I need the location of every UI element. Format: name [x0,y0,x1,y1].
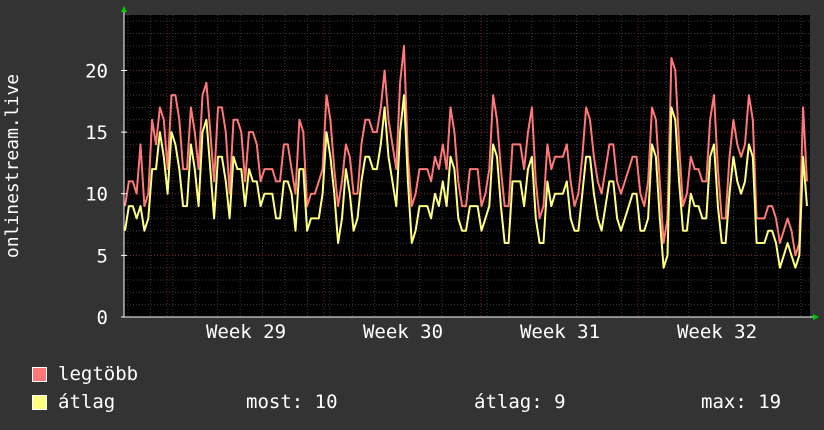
stat-max: max: 19 [701,391,782,413]
axes [121,6,819,320]
tick-labels: 0 5 10 15 20 Week 29 Week 30 Week 31 Week 32 [85,60,757,343]
series-layer [124,44,808,269]
x-tick-label: Week 31 [520,321,600,343]
x-axis-arrow [813,314,819,320]
x-tick-label: Week 30 [363,321,443,343]
y-axis-arrow [121,6,127,12]
grid [124,15,810,317]
legend-swatch-atlag [32,395,47,410]
y-tick-label: 10 [85,184,108,206]
stat-now: most: 10 [246,391,338,413]
x-tick-label: Week 29 [206,321,286,343]
y-tick-label: 5 [97,245,108,267]
stat-avg: átlag: 9 [474,391,566,413]
y-tick-label: 20 [85,60,108,82]
legend-label-legtobb: legtöbb [58,363,139,385]
plot-background [124,15,810,317]
legend-swatch-legtobb [32,367,47,382]
x-tick-label: Week 32 [677,321,757,343]
y-axis-label: onlinestream.live [2,74,23,258]
y-tick-label: 0 [97,307,108,329]
y-tick-label: 15 [85,122,108,144]
series-line-0 [124,44,808,257]
series-line-1 [124,94,808,269]
legend-label-atlag: átlag [58,391,116,413]
